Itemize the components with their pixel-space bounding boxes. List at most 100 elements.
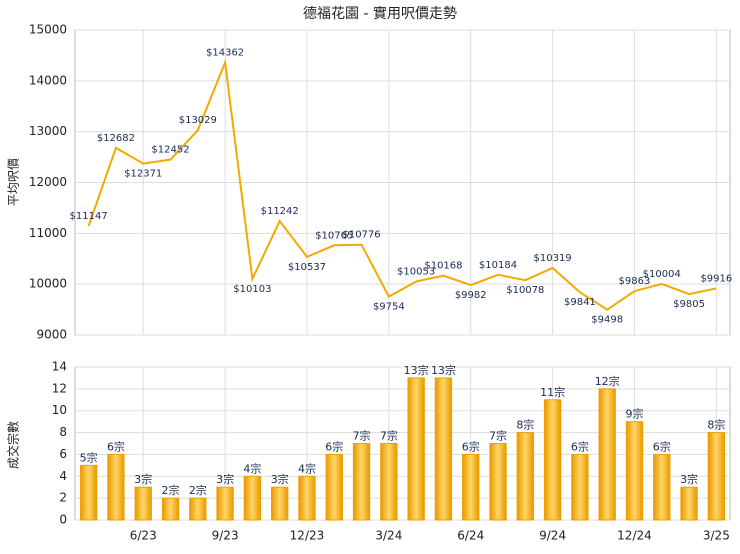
data-label: $12452 (151, 145, 189, 156)
y-tick-label: 6 (59, 447, 67, 461)
bar (298, 475, 316, 521)
x-tick-label: 6/23 (130, 529, 157, 543)
x-tick-label: 6/24 (457, 529, 484, 543)
y-tick-label: 0 (59, 513, 67, 527)
data-label: 8宗 (707, 418, 725, 432)
data-label: 13宗 (431, 363, 456, 377)
data-label: 9宗 (625, 407, 643, 421)
bar (625, 421, 644, 521)
data-label: $9754 (373, 302, 405, 313)
bar (380, 443, 398, 521)
y-tick-label: 12000 (29, 175, 67, 189)
bar (489, 443, 507, 521)
y-tick-label: 15000 (29, 23, 67, 37)
data-label: $10184 (479, 260, 517, 271)
y-tick-label: 2 (59, 491, 67, 505)
bar (434, 377, 453, 521)
y-tick-label: 10000 (29, 277, 67, 291)
data-label: $9805 (673, 299, 705, 310)
x-tick-label: 12/23 (290, 529, 325, 543)
data-label: 6宗 (325, 439, 343, 453)
data-label: 6宗 (107, 439, 125, 453)
bar (243, 475, 262, 521)
bar (653, 453, 671, 521)
data-label: 4宗 (243, 461, 261, 475)
bar (271, 486, 289, 521)
y-tick-label: 14000 (29, 73, 67, 87)
data-label: $10168 (424, 261, 462, 272)
data-label: 4宗 (298, 461, 316, 475)
bar (79, 464, 98, 521)
data-label: $10319 (534, 253, 572, 264)
bar (707, 432, 726, 521)
data-label: $11242 (261, 206, 299, 217)
bar (161, 497, 180, 521)
data-label: 11宗 (540, 385, 565, 399)
bar (680, 486, 698, 521)
data-label: $13029 (179, 115, 217, 126)
y-axis-label: 成交宗數 (6, 421, 21, 469)
data-label: 2宗 (162, 483, 180, 497)
data-label: 3宗 (134, 472, 152, 486)
bar (516, 432, 534, 521)
y-tick-label: 14 (52, 360, 67, 374)
bar (107, 453, 125, 521)
data-label: 3宗 (216, 472, 234, 486)
data-label: 2宗 (189, 483, 207, 497)
bar (543, 399, 562, 521)
data-label: 7宗 (489, 429, 507, 443)
data-label: $9982 (455, 290, 487, 301)
data-label: $9498 (591, 315, 623, 326)
y-tick-label: 8 (59, 425, 67, 439)
data-label: 7宗 (380, 429, 398, 443)
bar (216, 486, 234, 521)
data-label: $12682 (97, 133, 135, 144)
data-label: 8宗 (516, 418, 534, 432)
bar (462, 453, 480, 521)
bar (598, 388, 616, 521)
data-label: 6宗 (653, 439, 671, 453)
data-label: $10776 (342, 230, 380, 241)
data-label: 3宗 (271, 472, 289, 486)
data-label: 5宗 (80, 450, 98, 464)
x-tick-label: 9/23 (212, 529, 239, 543)
data-label: 12宗 (595, 374, 620, 388)
x-tick-label: 3/25 (703, 529, 730, 543)
data-label: $10078 (506, 285, 544, 296)
bar (134, 486, 152, 521)
y-tick-label: 10 (52, 403, 67, 417)
x-tick-label: 12/24 (617, 529, 652, 543)
data-label: $10004 (643, 269, 681, 280)
bar (325, 453, 343, 521)
data-label: $12371 (124, 169, 162, 180)
bar (571, 453, 589, 521)
data-label: 6宗 (571, 439, 589, 453)
y-axis-label: 平均呎價 (7, 158, 21, 206)
data-label: $9863 (619, 276, 651, 287)
y-tick-label: 13000 (29, 124, 67, 138)
y-tick-label: 12 (52, 381, 67, 395)
data-label: $10053 (397, 266, 435, 277)
x-tick-label: 3/24 (375, 529, 402, 543)
data-label: $9841 (564, 297, 596, 308)
data-label: 3宗 (680, 472, 698, 486)
x-tick-label: 9/24 (539, 529, 566, 543)
data-label: $10765 (315, 230, 353, 241)
data-label: $10537 (288, 262, 326, 273)
line (87, 58, 717, 311)
data-label: 13宗 (404, 363, 429, 377)
data-label: $14362 (206, 47, 244, 58)
y-tick-label: 4 (59, 469, 67, 483)
bar (407, 377, 425, 521)
bar (189, 497, 207, 521)
chart-title: 德福花園 - 實用呎價走勢 (303, 5, 457, 22)
data-label: $9916 (700, 273, 732, 284)
y-tick-label: 11000 (29, 226, 67, 240)
y-tick-label: 9000 (36, 328, 67, 342)
data-label: 7宗 (353, 429, 371, 443)
data-label: $11147 (70, 211, 108, 222)
bar (352, 443, 371, 521)
data-label: 6宗 (462, 439, 480, 453)
data-label: $10103 (233, 284, 271, 295)
